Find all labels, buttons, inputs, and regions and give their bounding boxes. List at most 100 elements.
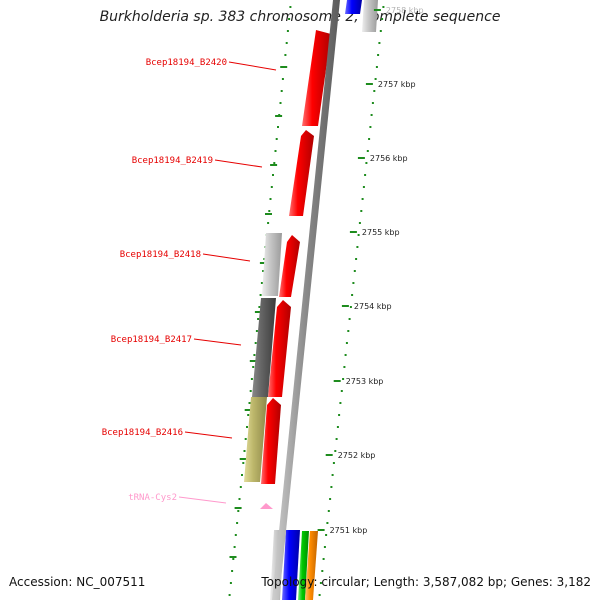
- scale-ticks: 2758 kbp 2757 kbp 2756 kbp 2755 kbp 2754 kbp…: [317, 6, 424, 535]
- trna-cys2-marker[interactable]: [260, 503, 273, 509]
- arc-dot: [364, 174, 367, 176]
- tick-mark: [357, 157, 365, 159]
- gene-bcep18194-b2418-fwd[interactable]: [279, 235, 300, 297]
- arc-dot: [286, 30, 289, 32]
- arc-dot: [336, 426, 339, 428]
- gene-bcep18194-b2417-fwd[interactable]: [268, 300, 291, 397]
- arc-dot: [247, 414, 250, 416]
- arc-dot: [345, 342, 348, 344]
- gene-bcep18194-b2418[interactable]: [262, 233, 282, 296]
- arc-dot: [339, 402, 342, 404]
- arc-dot: [258, 306, 261, 308]
- label-bcep18194-b2417[interactable]: Bcep18194_B2417: [111, 335, 192, 345]
- gene-bcep18194-b2419[interactable]: [289, 130, 314, 216]
- label-trna-cys2[interactable]: tRNA-Cys2: [128, 493, 177, 503]
- arc-dot: [332, 462, 335, 464]
- arc-dot: [232, 558, 235, 560]
- arc-dot: [349, 306, 352, 308]
- arc-dot: [335, 438, 338, 440]
- gene-light-gray-top[interactable]: [362, 0, 378, 32]
- arc-dot: [262, 270, 265, 272]
- arc-dot: [334, 450, 337, 452]
- label-bcep18194-b2416[interactable]: Bcep18194_B2416: [102, 428, 183, 438]
- arc-dot: [231, 570, 234, 572]
- arc-dot: [237, 510, 240, 512]
- label-bcep18194-b2419[interactable]: Bcep18194_B2419: [132, 156, 213, 166]
- label-bcep18194-b2418[interactable]: Bcep18194_B2418: [120, 250, 201, 260]
- tick-label: 2758 kbp: [386, 6, 424, 15]
- arc-dot: [254, 342, 257, 344]
- tick-mark: [333, 380, 341, 382]
- arc-dot: [330, 486, 333, 488]
- accession-text: Accession: NC_007511: [9, 575, 146, 589]
- arc-dot: [280, 90, 283, 92]
- gene-bcep18194-b2417[interactable]: [252, 298, 276, 397]
- arc-dot: [362, 186, 365, 188]
- gene-bcep18194-b2416-fwd[interactable]: [261, 398, 281, 484]
- arc-dot: [259, 294, 262, 296]
- arc-dot: [269, 198, 272, 200]
- page-title: Burkholderia sp. 383 chromosome 2, compl…: [99, 9, 501, 25]
- arc-dot: [370, 114, 373, 116]
- tick-label: 2756 kbp: [370, 154, 408, 163]
- gene-bcep18194-b2416[interactable]: [244, 397, 267, 482]
- arc-dot: [322, 558, 325, 560]
- arc-dot: [356, 246, 359, 248]
- tick-mark: [373, 9, 381, 11]
- arc-dot: [236, 522, 239, 524]
- arc-dot: [342, 378, 345, 380]
- arc-dot: [344, 354, 347, 356]
- arc-dot: [248, 402, 251, 404]
- tick-mark: [317, 529, 325, 531]
- arc-dot: [375, 66, 378, 68]
- inner-tick-mark: [244, 409, 252, 411]
- arc-dot: [249, 390, 252, 392]
- arc-dot: [244, 438, 247, 440]
- arc-dot: [348, 318, 351, 320]
- arc-dot: [340, 390, 343, 392]
- arc-dot: [279, 102, 282, 104]
- arc-dot: [238, 498, 241, 500]
- gene-blue-top[interactable]: [345, 0, 362, 14]
- tick-mark: [349, 231, 357, 233]
- outer-dotted-arc: [318, 6, 385, 596]
- arc-dot: [326, 522, 329, 524]
- inner-tick-mark: [239, 458, 247, 460]
- arc-dot: [288, 18, 291, 20]
- arc-dot: [229, 582, 232, 584]
- label-bcep18194-b2420[interactable]: Bcep18194_B2420: [146, 58, 227, 68]
- inner-dotted-arc: [228, 6, 292, 596]
- arc-dot: [255, 330, 258, 332]
- arc-dot: [250, 378, 253, 380]
- arc-dot: [239, 486, 242, 488]
- arc-dot: [374, 78, 377, 80]
- gene-blue-bottom[interactable]: [282, 530, 300, 600]
- tick-mark: [365, 83, 373, 85]
- gene-bcep18194-b2420[interactable]: [302, 30, 331, 126]
- arc-dot: [319, 582, 322, 584]
- arc-dot: [357, 234, 360, 236]
- arc-dot: [338, 414, 341, 416]
- inner-tick-mark: [275, 115, 283, 117]
- tick-label: 2754 kbp: [354, 302, 392, 311]
- tick-label: 2755 kbp: [362, 228, 400, 237]
- label-leader-lines: [178, 61, 277, 504]
- arc-dot: [327, 510, 330, 512]
- arc-dot: [377, 54, 380, 56]
- arc-dot: [243, 450, 246, 452]
- arc-dot: [347, 330, 350, 332]
- arc-dot: [352, 282, 355, 284]
- arc-dot: [360, 210, 363, 212]
- arc-dot: [371, 102, 374, 104]
- arc-dot: [246, 426, 248, 428]
- arc-dot: [260, 282, 263, 284]
- arc-dot: [270, 186, 273, 188]
- gene-orange-bottom[interactable]: [305, 531, 318, 600]
- gene-labels: Bcep18194_B2420 Bcep18194_B2419 Bcep1819…: [102, 58, 227, 503]
- arc-dot: [378, 42, 381, 44]
- tick-label: 2753 kbp: [346, 377, 384, 386]
- arc-dot: [281, 78, 284, 80]
- gene-green-bottom[interactable]: [298, 531, 309, 600]
- inner-tick-mark: [280, 66, 288, 68]
